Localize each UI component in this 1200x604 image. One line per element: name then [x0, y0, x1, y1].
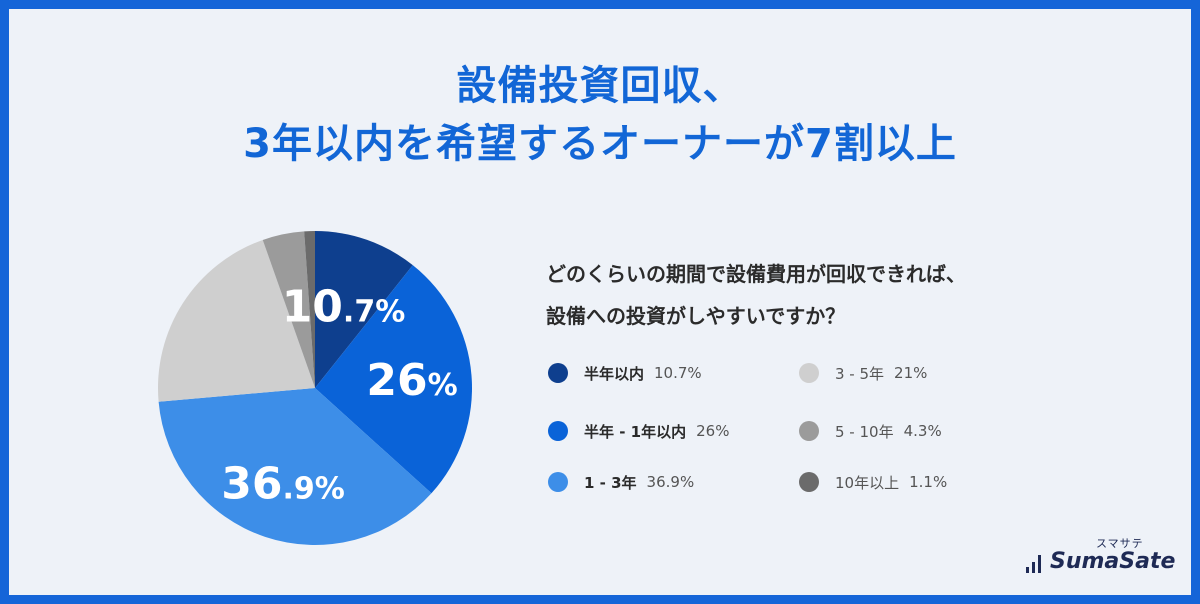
legend-label: 半年 - 1年以内 — [584, 422, 687, 441]
pie-slice — [158, 388, 432, 545]
question-line-1: どのくらいの期間で設備費用が回収できれば、 — [546, 262, 966, 286]
legend-value: 10.7% — [654, 364, 702, 382]
legend-value: 26% — [696, 422, 730, 440]
legend-value: 4.3% — [903, 422, 942, 440]
legend-item: 半年以内 10.7% — [548, 360, 702, 386]
title-line-2: 3年以内を希望するオーナーが7割以上 — [243, 121, 957, 167]
pie-slice — [158, 239, 315, 402]
sumasate-logo: スマサテ SumaSate — [1026, 533, 1176, 581]
legend-label: 1 - 3年 — [584, 473, 637, 492]
logo-bars-icon — [1026, 555, 1041, 573]
pie-slice-label: 10.7% — [282, 281, 406, 332]
chart-title: 設備投資回収、 3年以内を希望するオーナーが7割以上 — [9, 57, 1191, 173]
pie-slice-label: 36.9% — [221, 458, 345, 509]
pie-slice — [262, 231, 315, 388]
legend-value: 36.9% — [646, 473, 695, 491]
title-line-1: 設備投資回収、 — [456, 63, 744, 109]
logo-kana: スマサテ — [1096, 537, 1144, 550]
survey-question: どのくらいの期間で設備費用が回収できれば、 設備への投資がしやすいですか？ — [546, 253, 1106, 337]
pie-slice — [304, 231, 315, 388]
legend-item: 半年 - 1年以内 26% — [548, 418, 729, 444]
legend-swatch — [799, 363, 819, 383]
pie-slice — [315, 231, 413, 388]
pie-slice-label: 26% — [366, 355, 457, 406]
legend-swatch — [548, 363, 568, 383]
legend-swatch — [799, 421, 819, 441]
legend-item: 10年以上 1.1% — [799, 469, 947, 495]
legend-item: 5 - 10年 4.3% — [799, 418, 942, 444]
legend-label: 10年以上 — [835, 473, 900, 492]
legend-label: 5 - 10年 — [835, 422, 894, 441]
legend-label: 半年以内 — [584, 364, 645, 383]
legend-item: 3 - 5年 21% — [799, 360, 927, 386]
legend-label: 3 - 5年 — [835, 364, 885, 383]
pie-chart: 10.7% 26% 36.9% — [158, 231, 473, 545]
legend-item: 1 - 3年 36.9% — [548, 469, 694, 495]
legend-swatch — [548, 472, 568, 492]
legend-value: 1.1% — [909, 473, 948, 491]
pie-slice — [315, 265, 473, 494]
legend-swatch — [548, 421, 568, 441]
legend-value: 21% — [894, 364, 928, 382]
logo-text: SumaSate — [1050, 549, 1176, 574]
question-line-2: 設備への投資がしやすいですか？ — [546, 304, 846, 328]
legend-swatch — [799, 472, 819, 492]
